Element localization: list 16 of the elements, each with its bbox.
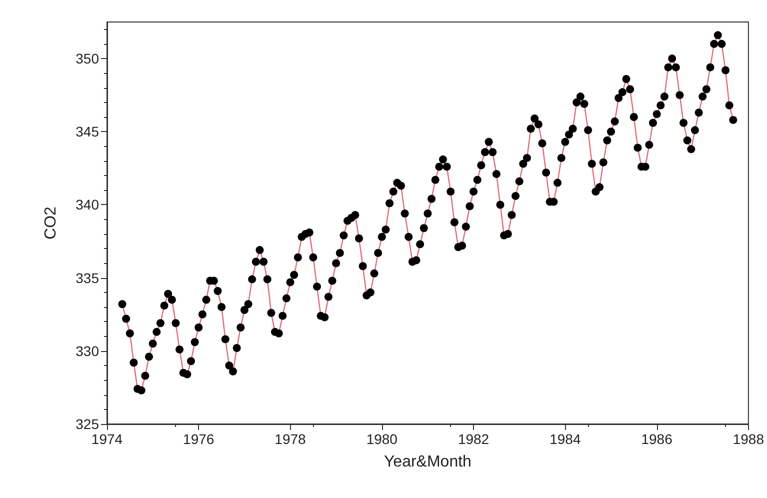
y-tick-label: 325: [76, 416, 100, 432]
y-tick-label: 335: [76, 270, 100, 286]
x-tick-label: 1984: [550, 431, 581, 447]
x-tick-label: 1978: [274, 431, 306, 447]
x-tick-label: 1976: [183, 431, 214, 447]
y-tick-label: 330: [76, 342, 100, 359]
y-tick-label: 345: [76, 124, 100, 140]
y-tick-label: 350: [76, 50, 100, 67]
y-axis-title: CO2: [42, 206, 60, 240]
x-tick-label: 1982: [458, 431, 490, 447]
x-tick-label: 1986: [641, 431, 673, 447]
y-tick-label: 340: [76, 196, 100, 213]
x-tick-label: 1980: [366, 431, 398, 447]
x-tick-label: 1974: [91, 431, 123, 447]
x-axis-title: Year&Month: [384, 454, 472, 470]
x-tick-label: 1988: [732, 431, 764, 447]
